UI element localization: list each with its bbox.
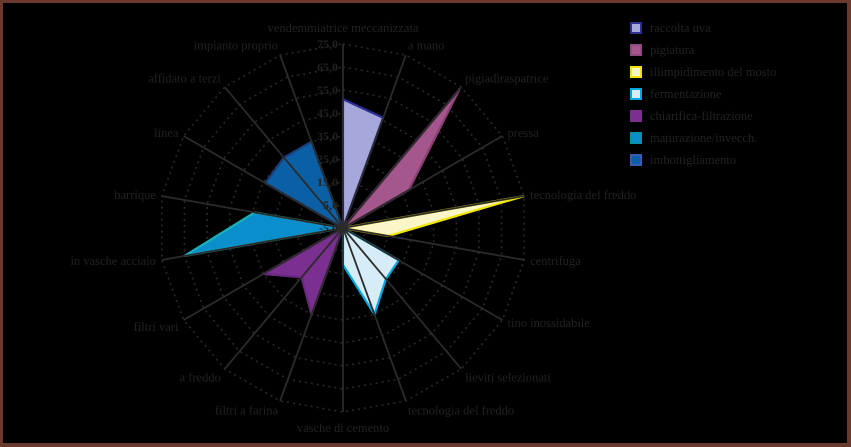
legend-swatch (630, 88, 642, 100)
legend-swatch (630, 44, 642, 56)
category-label: affidato a terzi (148, 71, 221, 85)
axis-spoke (342, 227, 407, 402)
category-labels: vendemmiatrice meccanizzata a mano pigiadi… (71, 21, 637, 435)
category-label: a mano (408, 38, 444, 52)
axis-spoke (342, 54, 407, 229)
legend-label: pigiatura (650, 42, 695, 57)
legend-item: fermentazione (630, 83, 776, 105)
tick-label: 35,0 (317, 129, 338, 143)
axis-spoke (183, 135, 344, 229)
axis-spoke (161, 195, 344, 229)
axis-spoke (183, 227, 344, 321)
category-label: centrifuga (530, 254, 581, 268)
category-label: in vasche acciaio (71, 254, 156, 268)
tick-label: 65,0 (317, 60, 338, 74)
category-label: tecnologia del freddo (408, 404, 514, 418)
category-label: tino inossidabile (508, 316, 591, 330)
category-label: filtri a farina (215, 404, 279, 418)
axis-spoke (279, 54, 344, 229)
legend-item: imbottigliamento (630, 149, 776, 171)
legend-item: chiarifica-filtrazione (630, 105, 776, 127)
tick-label: -5,0 (319, 221, 338, 235)
tick-label: 15,0 (317, 175, 338, 189)
tick-labels: 75,0 65,0 55,0 45,0 35,0 25,0 15,0 5,0 -5,0 (317, 37, 338, 235)
legend-label: illimpidimento del mosto (650, 64, 777, 79)
tick-label: 5,0 (323, 198, 338, 212)
tick-label: 45,0 (317, 106, 338, 120)
legend-label: maturazione/invecch. (650, 130, 758, 145)
category-label: pigiadiraspatrice (465, 71, 549, 85)
category-label: vendemmiatrice meccanizzata (268, 21, 419, 35)
legend-swatch (630, 154, 642, 166)
legend-label: fermentazione (650, 86, 722, 101)
legend-swatch (630, 66, 642, 78)
axis-spoke (224, 227, 344, 370)
category-label: a freddo (180, 371, 221, 385)
axis-spoke (342, 227, 525, 261)
category-label: filtri vari (134, 320, 179, 334)
axis-spoke (161, 227, 344, 261)
category-label: barrique (114, 188, 156, 202)
axis-spoke (224, 86, 344, 229)
legend-label: chiarifica-filtrazione (650, 108, 753, 123)
legend-swatch (630, 132, 642, 144)
axis-spoke (342, 227, 462, 370)
tick-label: 25,0 (317, 152, 338, 166)
series-area-fermentazione (341, 226, 401, 318)
chart-legend: raccolta uva pigiatura illimpidimento del … (630, 17, 776, 171)
tick-label: 55,0 (317, 83, 338, 97)
legend-swatch (630, 22, 642, 34)
category-label: lieviti selezionati (465, 371, 551, 385)
radar-spokes (161, 44, 525, 412)
axis-spoke (342, 86, 462, 229)
category-label: pressa (508, 126, 540, 140)
legend-label: imbottigliamento (650, 152, 737, 167)
axis-spoke (342, 195, 525, 229)
legend-label: raccolta uva (650, 20, 711, 35)
category-label: impianto proprio (194, 38, 278, 52)
legend-swatch (630, 110, 642, 122)
axis-spoke (342, 227, 503, 321)
category-label: tecnologia del freddo (530, 188, 636, 202)
category-label: linea (154, 126, 179, 140)
axis-spoke (279, 227, 344, 402)
category-label: vasche di cemento (297, 421, 389, 435)
radar-series (183, 88, 525, 319)
legend-item: illimpidimento del mosto (630, 61, 776, 83)
axis-spoke (342, 135, 503, 229)
tick-label: 75,0 (317, 37, 338, 51)
legend-item: maturazione/invecch. (630, 127, 776, 149)
legend-item: pigiatura (630, 39, 776, 61)
legend-item: raccolta uva (630, 17, 776, 39)
